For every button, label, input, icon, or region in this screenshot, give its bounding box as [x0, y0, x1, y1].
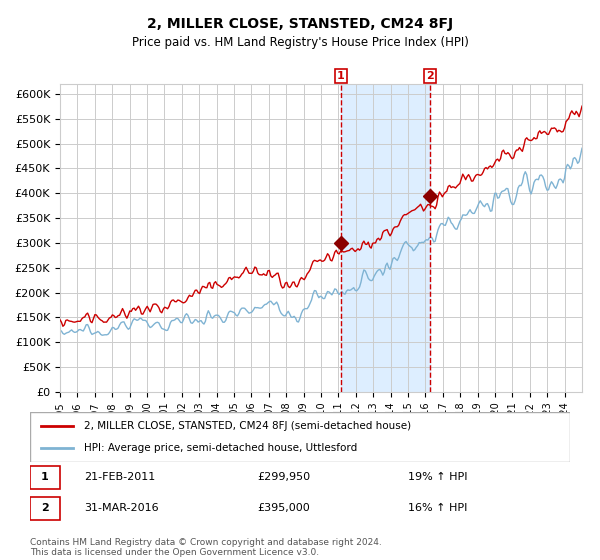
FancyBboxPatch shape — [30, 412, 570, 462]
Text: 16% ↑ HPI: 16% ↑ HPI — [408, 503, 467, 514]
Text: 31-MAR-2016: 31-MAR-2016 — [84, 503, 158, 514]
Text: 19% ↑ HPI: 19% ↑ HPI — [408, 473, 467, 483]
Text: 1: 1 — [41, 473, 49, 483]
Text: 2, MILLER CLOSE, STANSTED, CM24 8FJ (semi-detached house): 2, MILLER CLOSE, STANSTED, CM24 8FJ (sem… — [84, 421, 411, 431]
Text: Price paid vs. HM Land Registry's House Price Index (HPI): Price paid vs. HM Land Registry's House … — [131, 36, 469, 49]
Text: 21-FEB-2011: 21-FEB-2011 — [84, 473, 155, 483]
Bar — [341, 84, 430, 392]
FancyBboxPatch shape — [30, 466, 60, 489]
Text: 2: 2 — [41, 503, 49, 514]
Text: HPI: Average price, semi-detached house, Uttlesford: HPI: Average price, semi-detached house,… — [84, 443, 357, 453]
Text: £299,950: £299,950 — [257, 473, 310, 483]
Text: £395,000: £395,000 — [257, 503, 310, 514]
Text: Contains HM Land Registry data © Crown copyright and database right 2024.
This d: Contains HM Land Registry data © Crown c… — [30, 538, 382, 557]
Text: 2, MILLER CLOSE, STANSTED, CM24 8FJ: 2, MILLER CLOSE, STANSTED, CM24 8FJ — [147, 17, 453, 31]
FancyBboxPatch shape — [30, 497, 60, 520]
Text: 2: 2 — [426, 71, 434, 81]
Text: 1: 1 — [337, 71, 344, 81]
